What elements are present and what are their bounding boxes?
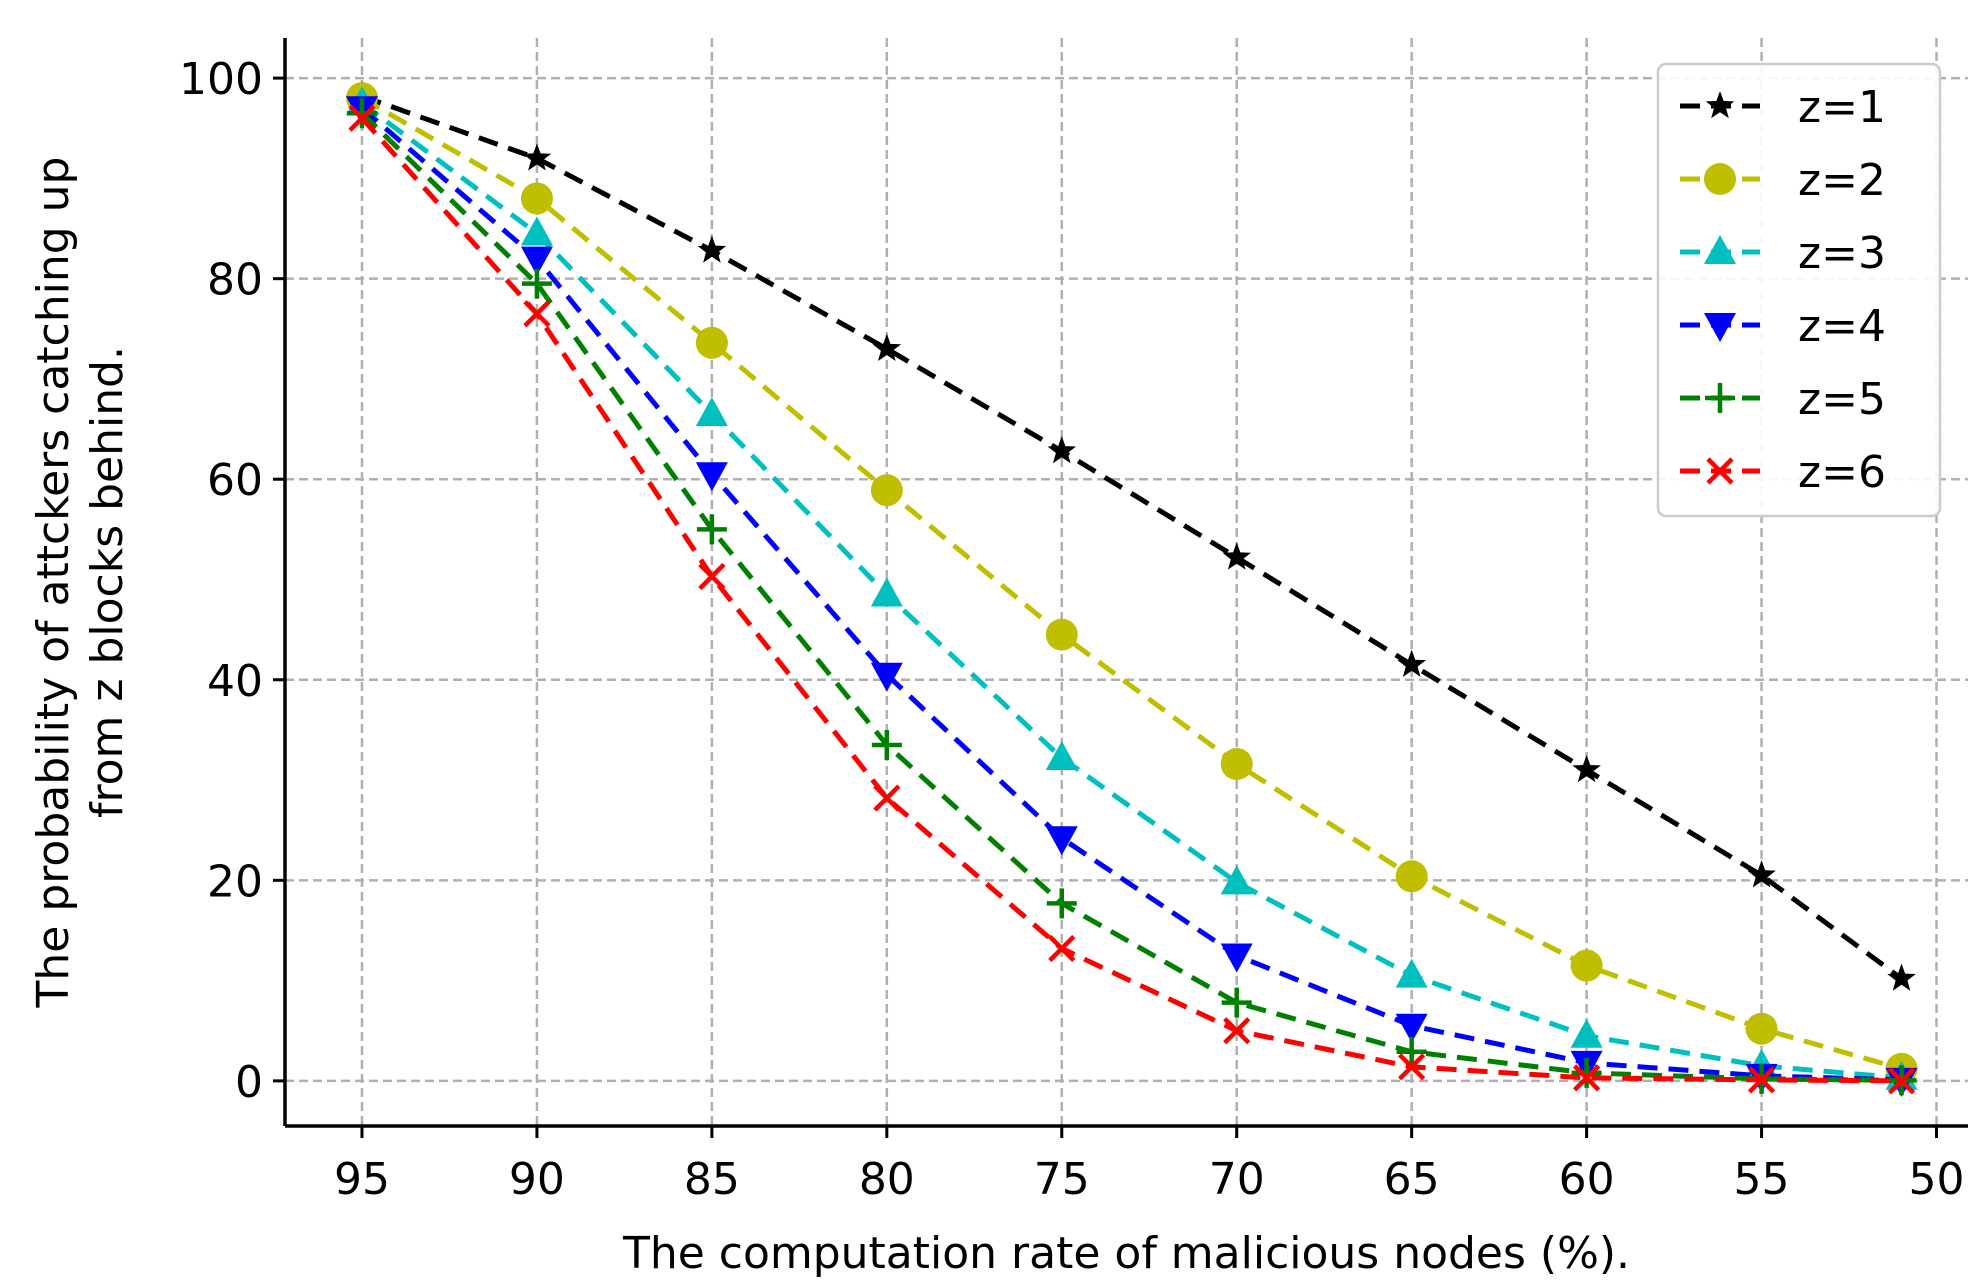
data-point-marker — [695, 326, 728, 359]
series-line — [360, 116, 1902, 1084]
data-point-marker — [873, 784, 901, 812]
x-tick-label: 80 — [859, 1154, 915, 1205]
legend-entry: z=5 — [1680, 374, 1886, 425]
data-point-marker — [1887, 1067, 1916, 1095]
x-tick-label: 90 — [509, 1154, 565, 1205]
y-tick-label: 40 — [207, 656, 263, 707]
data-point-marker — [698, 562, 726, 591]
data-point-marker — [1572, 755, 1601, 783]
data-point-marker — [1047, 436, 1077, 464]
data-point-marker — [871, 729, 902, 760]
x-tick-label: 75 — [1034, 1154, 1090, 1205]
data-point-marker — [1220, 865, 1253, 895]
legend-swatch-marker — [1705, 91, 1735, 119]
legend-entry: z=2 — [1680, 155, 1886, 206]
legend-entry: z=3 — [1680, 228, 1886, 279]
data-point-marker — [1048, 934, 1076, 963]
x-tick-label: 95 — [334, 1154, 390, 1205]
x-tick-label: 60 — [1559, 1154, 1615, 1205]
data-point-marker — [1397, 649, 1426, 677]
data-point-marker — [1223, 1017, 1251, 1045]
y-tick-label: 100 — [179, 54, 263, 105]
data-point-marker — [1395, 860, 1428, 893]
data-point-marker — [695, 462, 728, 492]
legend-entry: z=1 — [1680, 82, 1886, 133]
data-point-marker — [523, 300, 551, 328]
series-line — [360, 101, 1902, 1081]
axis-labels: The computation rate of malicious nodes … — [28, 157, 1630, 1279]
data-point-marker — [520, 216, 553, 246]
x-tick-label: 50 — [1909, 1154, 1965, 1205]
data-point-marker — [1045, 740, 1078, 770]
axes — [283, 38, 1968, 1128]
data-point-marker — [1396, 1036, 1427, 1067]
series-line — [360, 96, 1903, 1072]
legend-entry: z=4 — [1680, 301, 1886, 352]
legend-label: z=4 — [1798, 301, 1886, 352]
series-z=6 — [348, 104, 1916, 1095]
data-point-marker — [522, 143, 552, 171]
data-point-marker — [1570, 1018, 1603, 1048]
legend-label: z=2 — [1798, 155, 1886, 206]
data-point-marker — [695, 397, 728, 427]
data-point-marker — [1398, 1053, 1426, 1081]
data-point-marker — [1745, 1012, 1778, 1045]
y-axis-label-line-1: The probability of attckers catching up — [28, 157, 79, 1009]
legend-label: z=3 — [1798, 228, 1886, 279]
data-point-marker — [521, 268, 552, 299]
data-point-marker — [1046, 888, 1077, 919]
data-point-marker — [1045, 618, 1078, 651]
data-point-marker — [348, 104, 376, 132]
legend: z=1 z=2 z=3 z=4 z=5 z=6 — [1656, 62, 1942, 518]
data-point-marker — [1220, 943, 1253, 973]
legend-swatch-marker — [1704, 313, 1736, 342]
series-line — [360, 106, 1902, 1083]
legend-swatch-marker — [1705, 383, 1735, 413]
x-tick-label: 70 — [1209, 1154, 1265, 1205]
data-point-marker — [1045, 826, 1078, 856]
data-point-marker — [870, 577, 903, 607]
y-tick-label: 60 — [207, 455, 263, 506]
x-axis-label: The computation rate of malicious nodes … — [622, 1228, 1630, 1279]
data-point-marker — [1573, 1064, 1601, 1092]
data-point-marker — [1222, 542, 1251, 570]
data-point-marker — [1395, 1013, 1428, 1043]
data-point-marker — [520, 182, 553, 215]
y-tick-label: 80 — [207, 255, 263, 306]
series-line — [361, 93, 1904, 981]
legend-label: z=5 — [1798, 374, 1886, 425]
y-tick-label: 20 — [207, 856, 263, 907]
legend-swatch-marker — [1704, 163, 1736, 195]
data-point-marker — [1887, 963, 1916, 991]
data-point-marker — [872, 333, 902, 361]
y-tick-label: 0 — [235, 1057, 263, 1108]
data-point-marker — [1747, 1066, 1776, 1094]
axis-ticks: 95 90 85 80 75 70 65 60 55 50 0 20 40 60 80 100 — [179, 54, 1964, 1205]
x-tick-label: 65 — [1384, 1154, 1440, 1205]
x-tick-label: 85 — [684, 1154, 740, 1205]
series-z=5 — [346, 98, 1917, 1096]
data-point-marker — [696, 514, 727, 545]
data-point-marker — [697, 235, 727, 263]
series-line — [360, 111, 1902, 1083]
legend-entry: z=6 — [1680, 447, 1886, 498]
data-point-marker — [1221, 987, 1252, 1018]
data-point-marker — [346, 98, 377, 129]
data-point-marker — [520, 246, 553, 276]
data-point-marker — [1395, 958, 1428, 988]
data-point-marker — [870, 662, 903, 692]
x-tick-label: 55 — [1734, 1154, 1790, 1205]
legend-swatch-marker — [1704, 235, 1736, 264]
data-point-marker — [1571, 1057, 1602, 1088]
data-point-marker — [1570, 949, 1603, 982]
legend-label: z=1 — [1798, 82, 1886, 133]
legend-label: z=6 — [1798, 447, 1886, 498]
data-point-marker — [1747, 860, 1776, 888]
plot-series — [345, 81, 1918, 1097]
legend-swatch-marker — [1706, 457, 1734, 485]
y-axis-label-line-2: from z blocks behind. — [82, 346, 133, 818]
data-point-marker — [870, 474, 903, 507]
data-point-marker — [1220, 748, 1253, 781]
